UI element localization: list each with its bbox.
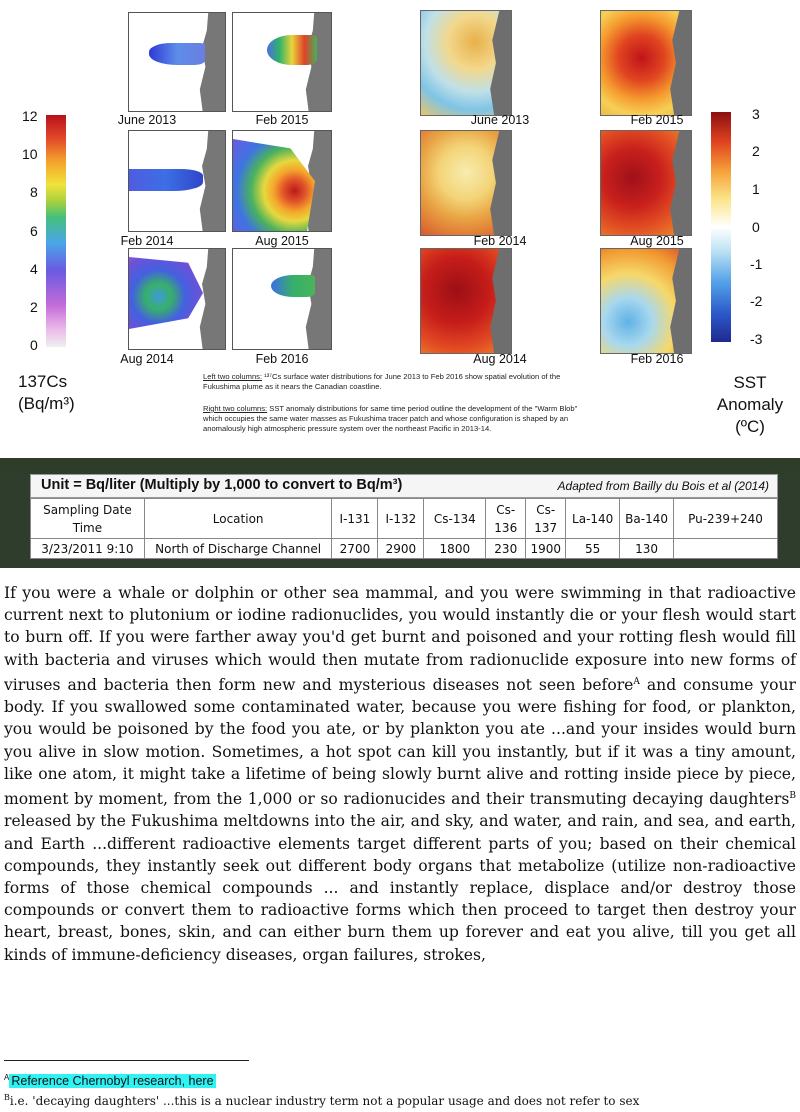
- table-cell: 2900: [377, 538, 425, 559]
- sst-tick: 1: [752, 181, 760, 197]
- sst-map-aug-2015: [600, 130, 692, 236]
- sst-tick: 3: [752, 106, 760, 122]
- table-cell: 3/23/2011 9:10: [30, 538, 145, 559]
- cs-tick: 4: [30, 261, 38, 277]
- sst-tick: -1: [750, 256, 763, 272]
- note-right-heading: Right two columns:: [203, 404, 268, 413]
- sst-caption: Feb 2015: [630, 113, 684, 127]
- cs-map-feb-2015: [232, 12, 332, 112]
- note-right-body: SST anomaly distributions for same time …: [203, 404, 578, 433]
- unit-note: Unit = Bq/liter (Multiply by 1,000 to co…: [41, 477, 403, 493]
- figure-note-right: Right two columns: SST anomaly distribut…: [203, 404, 593, 434]
- col-header: La-140: [565, 498, 621, 539]
- table-cell: North of Discharge Channel: [143, 538, 333, 559]
- cs-label-line1: 137Cs: [18, 372, 68, 391]
- cs-label-line2: (Bq/m³): [18, 394, 75, 413]
- chernobyl-research-link[interactable]: Reference Chernobyl research, here: [9, 1074, 216, 1089]
- sst-unit-label: SST Anomaly (ºC): [700, 372, 800, 438]
- cs-map-aug-2014: [128, 248, 226, 350]
- cs-tick: 0: [30, 337, 38, 353]
- cs-map-june-2013: [128, 12, 226, 112]
- cs-tick: 6: [30, 223, 38, 239]
- cs-caption: Aug 2014: [120, 352, 174, 366]
- sst-anomaly-colorbar: [711, 112, 731, 342]
- cs-tick: 12: [22, 108, 38, 124]
- cs-caption: Feb 2015: [255, 113, 309, 127]
- col-header: Location: [143, 498, 333, 539]
- sst-map-feb-2016: [600, 248, 692, 354]
- table-cell: 1800: [423, 538, 487, 559]
- article-text: and consume your body. If you swallowed …: [4, 676, 796, 809]
- sst-map-feb-2014: [420, 130, 512, 236]
- cs-tick: 10: [22, 146, 38, 162]
- ocean-figure: 12 10 8 6 4 2 0 137Cs (Bq/m³) June 2013 …: [0, 0, 800, 458]
- sst-caption: Aug 2014: [473, 352, 527, 366]
- sst-tick: -2: [750, 293, 763, 309]
- cs137-colorbar: [46, 115, 66, 347]
- footnote-ref-b[interactable]: B: [789, 791, 796, 802]
- cs-tick: 2: [30, 299, 38, 315]
- sst-tick: 2: [752, 143, 760, 159]
- cs-caption: Feb 2016: [255, 352, 309, 366]
- sst-label-line2: Anomaly: [716, 395, 784, 414]
- sst-tick: -3: [750, 331, 763, 347]
- cs-caption: Feb 2014: [120, 234, 174, 248]
- table-header-row: Sampling Date Time Location I-131 I-132 …: [30, 498, 778, 539]
- col-header: Cs-134: [423, 498, 487, 539]
- footnote-divider: [4, 1060, 249, 1061]
- cs-map-feb-2016: [232, 248, 332, 350]
- col-header: Sampling Date Time: [30, 498, 145, 539]
- radionuclide-table: Sampling Date Time Location I-131 I-132 …: [30, 498, 778, 559]
- cs-tick: 8: [30, 184, 38, 200]
- cs-caption: Aug 2015: [255, 234, 309, 248]
- footnote-b: Bi.e. 'decaying daughters' ...this is a …: [4, 1090, 639, 1109]
- table-cell: 2700: [331, 538, 379, 559]
- col-header: Cs-137: [525, 498, 567, 539]
- cs-map-feb-2014: [128, 130, 226, 232]
- sst-map-aug-2014: [420, 248, 512, 354]
- figure-note-left: Left two columns: ¹³⁷Cs surface water di…: [203, 372, 593, 392]
- table-cell: [673, 538, 778, 559]
- table-cell: 55: [565, 538, 621, 559]
- footnote-ref-a[interactable]: A: [633, 676, 640, 687]
- sst-map-feb-2015: [600, 10, 692, 116]
- footnote-b-text: i.e. 'decaying daughters' ...this is a n…: [9, 1094, 640, 1108]
- article-text: If you were a whale or dolphin or other …: [4, 584, 796, 694]
- note-left-heading: Left two columns:: [203, 372, 263, 381]
- col-header: I-132: [377, 498, 425, 539]
- sst-caption: Aug 2015: [630, 234, 684, 248]
- table-cell: 230: [485, 538, 527, 559]
- cs137-unit-label: 137Cs (Bq/m³): [18, 371, 75, 415]
- sst-caption: Feb 2016: [630, 352, 684, 366]
- col-header: Ba-140: [619, 498, 675, 539]
- table-cell: 1900: [525, 538, 567, 559]
- footnote-b-marker: B: [4, 1093, 10, 1102]
- cs-caption: June 2013: [117, 113, 177, 127]
- note-left-body: ¹³⁷Cs surface water distributions for Ju…: [203, 372, 561, 391]
- sst-tick: 0: [752, 219, 760, 235]
- sst-map-june-2013: [420, 10, 512, 116]
- table-source: Adapted from Bailly du Bois et al (2014): [557, 479, 769, 493]
- article-body: If you were a whale or dolphin or other …: [4, 582, 796, 966]
- table-row: 3/23/2011 9:10 North of Discharge Channe…: [30, 538, 778, 559]
- cs-map-aug-2015: [232, 130, 332, 232]
- col-header: Cs-136: [485, 498, 527, 539]
- footnote-a-marker: A: [4, 1073, 10, 1082]
- sst-caption: June 2013: [470, 113, 530, 127]
- table-top-strip: [0, 458, 800, 474]
- col-header: I-131: [331, 498, 379, 539]
- table-banner: Unit = Bq/liter (Multiply by 1,000 to co…: [30, 474, 778, 498]
- footnote-a: A Reference Chernobyl research, here: [4, 1070, 216, 1089]
- col-header: Pu-239+240: [673, 498, 778, 539]
- sst-label-line1: SST: [733, 373, 767, 392]
- radionuclide-table-block: Unit = Bq/liter (Multiply by 1,000 to co…: [0, 458, 800, 568]
- sst-label-line3: (ºC): [735, 417, 765, 436]
- sst-caption: Feb 2014: [473, 234, 527, 248]
- table-cell: 130: [619, 538, 675, 559]
- article-text: released by the Fukushima meltdowns into…: [4, 812, 796, 964]
